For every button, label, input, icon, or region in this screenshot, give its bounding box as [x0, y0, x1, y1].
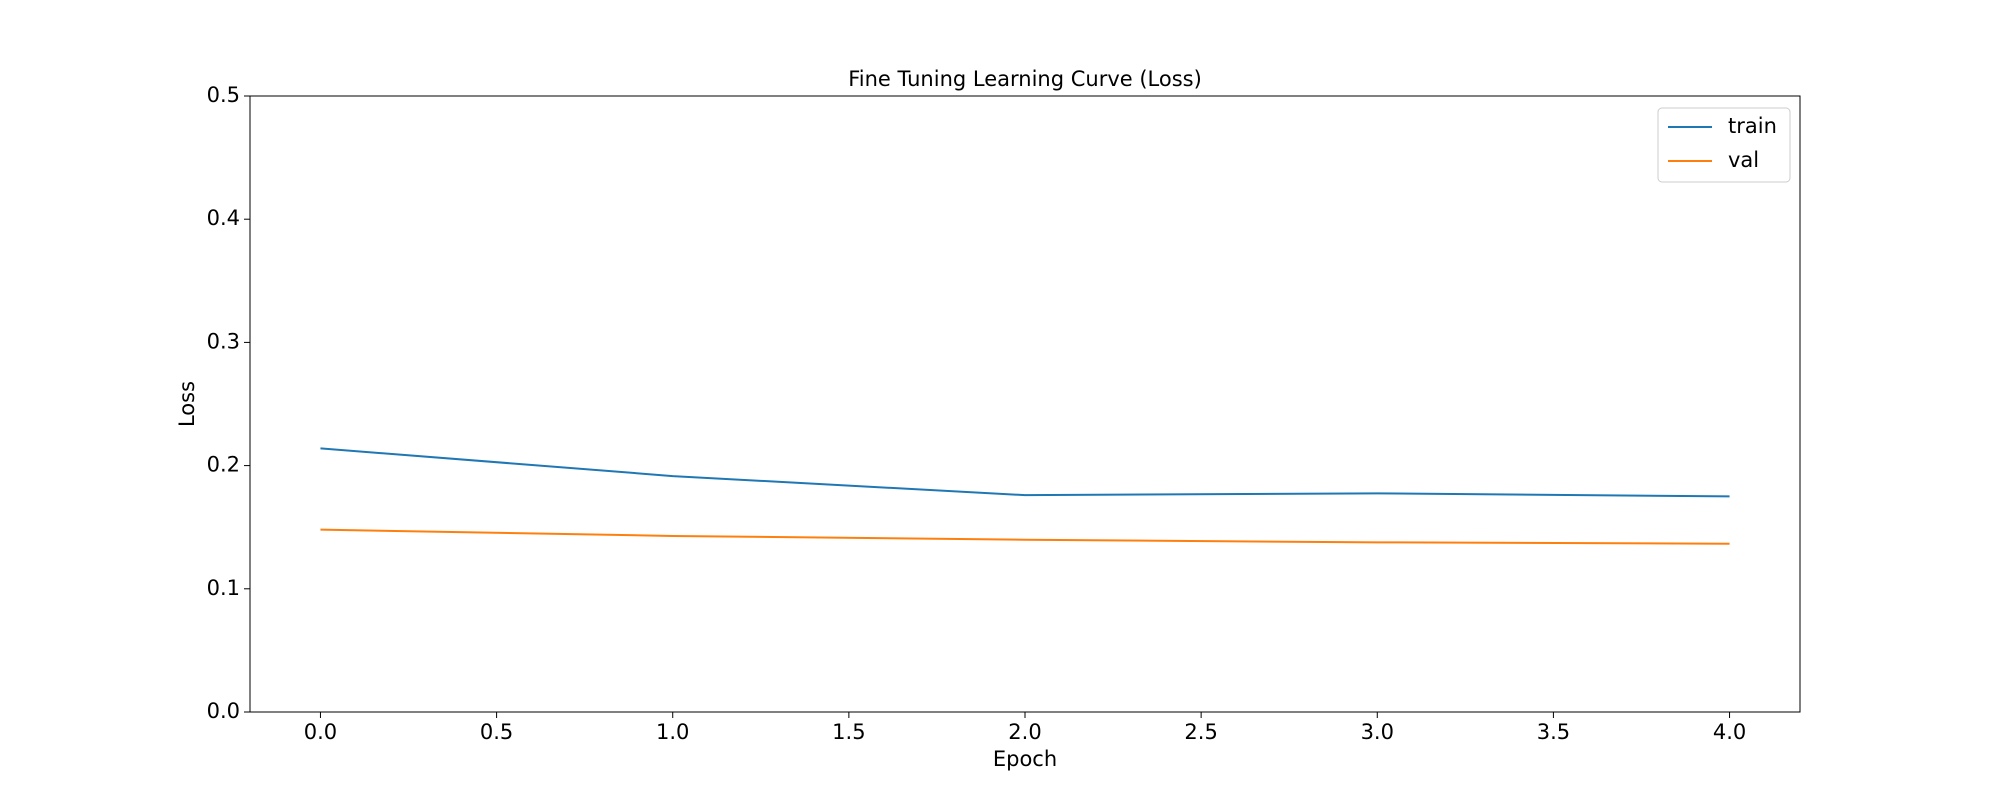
x-tick-label: 1.0 — [656, 720, 689, 744]
x-tick-label: 0.0 — [304, 720, 337, 744]
y-tick-label: 0.3 — [207, 329, 240, 353]
x-tick-label: 3.5 — [1537, 720, 1570, 744]
y-axis-label: Loss — [175, 381, 199, 427]
line-series — [320, 447, 1730, 498]
x-tick-label: 0.5 — [480, 720, 513, 744]
x-tick-label: 3.0 — [1361, 720, 1394, 744]
y-tick-label: 0.4 — [207, 206, 240, 230]
legend-label: val — [1728, 148, 1759, 172]
x-axis-label: Epoch — [993, 747, 1057, 771]
legend-label: train — [1728, 114, 1777, 138]
y-tick-label: 0.5 — [207, 83, 240, 107]
x-tick-label: 2.5 — [1184, 720, 1217, 744]
y-tick-label: 0.0 — [207, 699, 240, 723]
x-tick-label: 1.5 — [832, 720, 865, 744]
line-series — [320, 528, 1730, 545]
chart-title: Fine Tuning Learning Curve (Loss) — [848, 67, 1202, 91]
y-tick-label: 0.1 — [207, 576, 240, 600]
x-tick-label: 4.0 — [1713, 720, 1746, 744]
y-tick-label: 0.2 — [207, 453, 240, 477]
x-tick-label: 2.0 — [1008, 720, 1041, 744]
plot-frame — [249, 95, 1801, 713]
